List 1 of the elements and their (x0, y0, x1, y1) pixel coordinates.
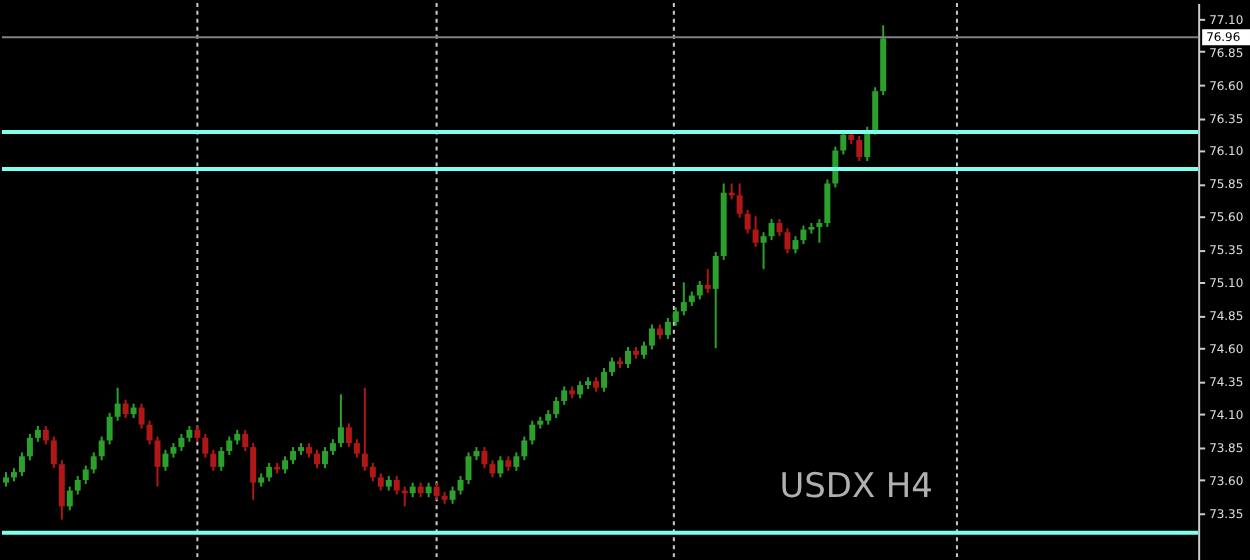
annotation: USDX H4 (779, 465, 933, 506)
